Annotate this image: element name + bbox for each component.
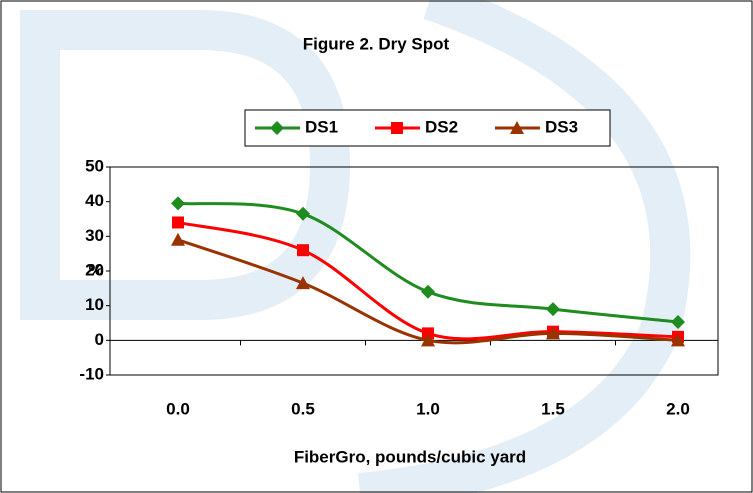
legend-label: DS2 [425, 117, 458, 136]
y-tick-label: 40 [85, 191, 104, 210]
y-tick-label: 20 [85, 260, 104, 279]
x-tick-label: 1.5 [541, 399, 565, 418]
x-tick-label: 1.0 [416, 399, 440, 418]
plot-frame [109, 166, 719, 376]
marker [671, 333, 685, 347]
marker [510, 121, 524, 134]
x-tick-label: 0.5 [291, 399, 315, 418]
marker [270, 121, 284, 135]
x-tick-label: 0.0 [166, 399, 190, 418]
chart-title: Figure 2. Dry Spot [303, 34, 450, 53]
x-tick-label: 2.0 [666, 399, 690, 418]
marker [421, 333, 435, 347]
y-axis-label: % [88, 260, 103, 279]
y-tick-label: 30 [85, 226, 104, 245]
y-tick-label: 50 [85, 156, 104, 175]
marker [172, 216, 184, 229]
marker [171, 196, 185, 211]
marker [546, 326, 560, 340]
marker [296, 276, 310, 290]
legend-label: DS3 [545, 117, 578, 136]
marker [671, 314, 685, 329]
y-tick-label: 0 [95, 330, 104, 349]
marker [297, 244, 309, 257]
marker [296, 206, 310, 221]
marker [171, 232, 185, 246]
marker [391, 122, 403, 134]
y-tick-label: -10 [79, 364, 104, 383]
marker [421, 284, 435, 299]
legend-label: DS1 [305, 117, 338, 136]
y-tick-label: 10 [85, 295, 104, 314]
legend [244, 109, 611, 147]
marker [546, 302, 560, 317]
x-axis-label: FiberGro, pounds/cubic yard [294, 447, 526, 466]
